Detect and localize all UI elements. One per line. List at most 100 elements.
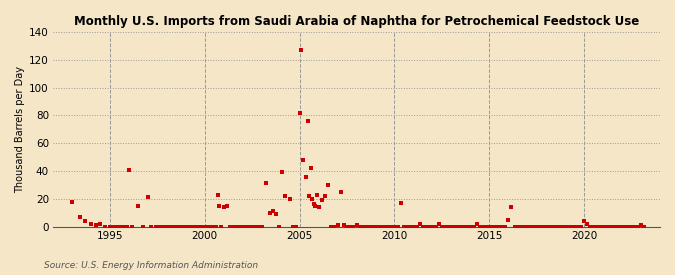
Point <box>307 197 318 201</box>
Point <box>248 224 259 229</box>
Point <box>180 224 191 229</box>
Point <box>80 219 90 223</box>
Point <box>452 224 463 229</box>
Point <box>319 194 330 198</box>
Point <box>250 224 261 229</box>
Point <box>174 224 185 229</box>
Point <box>449 224 460 229</box>
Point <box>329 224 340 229</box>
Point <box>247 224 258 229</box>
Point <box>240 224 251 229</box>
Point <box>544 224 555 229</box>
Point <box>166 224 177 229</box>
Title: Monthly U.S. Imports from Saudi Arabia of Naphtha for Petrochemical Feedstock Us: Monthly U.S. Imports from Saudi Arabia o… <box>74 15 639 28</box>
Point <box>294 110 305 115</box>
Point <box>163 224 173 229</box>
Point <box>168 224 179 229</box>
Point <box>475 224 485 229</box>
Point <box>312 192 323 197</box>
Point <box>291 224 302 229</box>
Point <box>119 224 130 229</box>
Point <box>108 224 119 229</box>
Point <box>459 224 470 229</box>
Point <box>86 222 97 226</box>
Point <box>617 224 628 229</box>
Point <box>342 224 352 229</box>
Point <box>233 224 244 229</box>
Y-axis label: Thousand Barrels per Day: Thousand Barrels per Day <box>15 66 25 193</box>
Point <box>608 224 618 229</box>
Point <box>503 218 514 222</box>
Point <box>228 224 239 229</box>
Point <box>405 224 416 229</box>
Point <box>402 224 412 229</box>
Point <box>566 224 577 229</box>
Point <box>236 224 246 229</box>
Point <box>626 224 637 229</box>
Point <box>516 224 526 229</box>
Point <box>576 224 587 229</box>
Point <box>158 224 169 229</box>
Point <box>345 224 356 229</box>
Point <box>620 224 630 229</box>
Point <box>90 223 101 227</box>
Point <box>351 223 362 227</box>
Point <box>518 224 529 229</box>
Point <box>537 224 548 229</box>
Point <box>188 224 199 229</box>
Point <box>582 222 593 226</box>
Point <box>332 223 343 227</box>
Point <box>300 174 311 179</box>
Point <box>212 192 223 197</box>
Point <box>165 224 176 229</box>
Point <box>377 224 387 229</box>
Point <box>591 224 602 229</box>
Point <box>370 224 381 229</box>
Point <box>509 224 520 229</box>
Point <box>120 224 131 229</box>
Point <box>604 224 615 229</box>
Point <box>569 224 580 229</box>
Point <box>133 204 144 208</box>
Point <box>506 205 517 209</box>
Point <box>288 224 299 229</box>
Point <box>151 224 161 229</box>
Point <box>443 224 454 229</box>
Point <box>244 224 254 229</box>
Point <box>528 224 539 229</box>
Point <box>398 224 409 229</box>
Point <box>231 224 242 229</box>
Point <box>389 224 400 229</box>
Point <box>386 224 397 229</box>
Point <box>178 224 188 229</box>
Point <box>478 224 489 229</box>
Point <box>161 224 172 229</box>
Point <box>439 224 450 229</box>
Point <box>335 190 346 194</box>
Point <box>239 224 250 229</box>
Point <box>348 224 358 229</box>
Point <box>213 204 224 208</box>
Point <box>595 224 605 229</box>
Point <box>446 224 457 229</box>
Point <box>75 215 86 219</box>
Point <box>623 224 634 229</box>
Point <box>535 224 545 229</box>
Point <box>142 195 153 200</box>
Point <box>588 224 599 229</box>
Point <box>354 224 365 229</box>
Point <box>396 201 406 205</box>
Point <box>465 224 476 229</box>
Point <box>462 224 472 229</box>
Point <box>367 224 378 229</box>
Point <box>169 224 180 229</box>
Point <box>153 224 164 229</box>
Point <box>430 224 441 229</box>
Point <box>308 202 319 207</box>
Point <box>304 194 315 198</box>
Point <box>115 224 126 229</box>
Point <box>215 224 226 229</box>
Point <box>421 224 431 229</box>
Point <box>557 224 568 229</box>
Point <box>265 210 275 215</box>
